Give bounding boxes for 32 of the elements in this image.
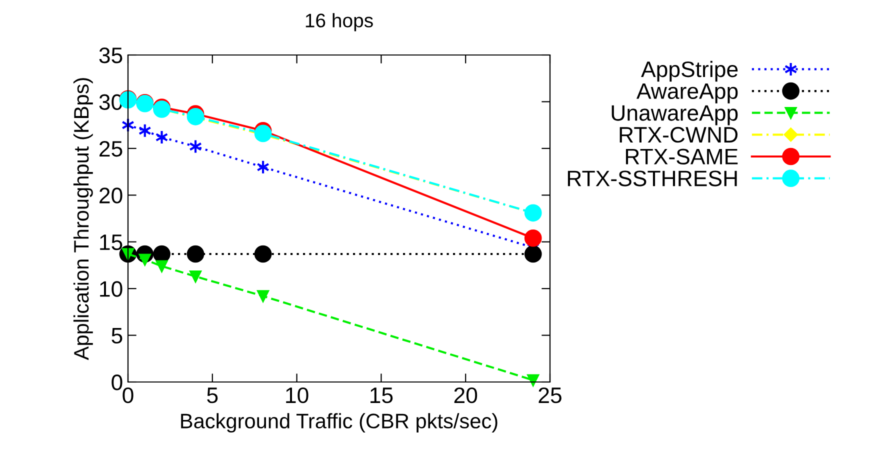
point bbox=[527, 374, 540, 386]
y-tick-label: 35 bbox=[99, 48, 122, 64]
legend-label: UnawareApp bbox=[612, 105, 738, 126]
legend-label: AwareApp bbox=[636, 84, 738, 104]
y-axis-title: Application Throughput (KBps) bbox=[73, 78, 93, 360]
y-tick-label: 5 bbox=[112, 328, 122, 344]
x-tick-label: 20 bbox=[454, 387, 478, 404]
legend-label: AppStripe bbox=[641, 60, 738, 82]
y-tick-label: 25 bbox=[100, 140, 122, 157]
point bbox=[524, 245, 542, 263]
y-tick-label: 0 bbox=[112, 374, 122, 390]
legend-label: RTX-SSTHRESH bbox=[568, 170, 737, 186]
y-tick-label: 15 bbox=[100, 234, 122, 250]
point bbox=[524, 229, 542, 247]
x-tick-label: 10 bbox=[286, 387, 308, 404]
x-axis-title: Background Traffic (CBR pkts/sec) bbox=[181, 413, 498, 433]
point bbox=[186, 245, 204, 263]
x-tick-label: 25 bbox=[538, 387, 562, 404]
x-tick-label: 15 bbox=[370, 388, 393, 404]
legend-label: RTX-CWND bbox=[620, 126, 738, 143]
point bbox=[257, 290, 269, 302]
point bbox=[254, 124, 272, 142]
point bbox=[190, 270, 202, 282]
point bbox=[254, 245, 272, 263]
point bbox=[156, 260, 168, 272]
x-tick-label: 5 bbox=[207, 388, 218, 404]
y-tick-label: 10 bbox=[100, 281, 122, 297]
y-tick-label: 20 bbox=[100, 188, 122, 204]
legend-label: RTX-SAME bbox=[626, 148, 738, 164]
x-tick-label: 0 bbox=[122, 387, 134, 404]
chart-title: 16 hops bbox=[306, 13, 373, 32]
point bbox=[155, 130, 168, 145]
